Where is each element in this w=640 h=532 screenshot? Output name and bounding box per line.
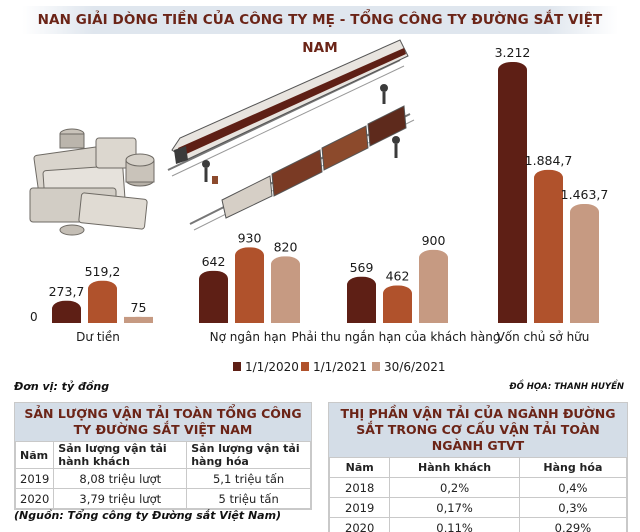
table-cell: 0,17% [389, 497, 520, 518]
data-label: 273,7 [49, 284, 85, 299]
bar-base [347, 313, 376, 323]
bar [271, 256, 300, 323]
bar-base [88, 313, 117, 323]
bar-base [52, 313, 81, 323]
bar-base [498, 313, 527, 323]
bar [498, 61, 527, 323]
data-label: 900 [422, 233, 446, 248]
bar [347, 276, 376, 323]
bar [88, 280, 117, 323]
legend-label: 1/1/2020 [245, 360, 299, 374]
data-label: 930 [238, 230, 262, 245]
bar [199, 270, 228, 323]
data-label: 519,2 [85, 264, 121, 279]
source-note: (Nguồn: Tổng công ty Đường sắt Việt Nam) [14, 509, 282, 522]
table-cell: 2019 [328, 497, 391, 518]
table-left-header-year: Năm [14, 441, 55, 469]
data-label: 3.212 [495, 45, 531, 60]
data-label: 75 [131, 300, 147, 315]
bar [419, 249, 448, 323]
legend-swatch [301, 362, 309, 371]
table-cell: 5 triệu tấn [186, 488, 311, 509]
table-row: 2019 8,08 triệu lượt 5,1 triệu tấn [14, 468, 311, 489]
market-share-table: THỊ PHẦN VẬN TẢI CỦA NGÀNH ĐƯỜNG SẮT TRO… [328, 402, 628, 532]
table-right-header-freight: Hàng hóa [518, 457, 628, 478]
graphic-credit: ĐỒ HỌA: THANH HUYỀN [509, 382, 624, 392]
unit-note: Đơn vị: tỷ đồng [14, 380, 110, 393]
bar [570, 204, 599, 323]
table-cell: 5,1 triệu tấn [186, 468, 311, 489]
data-label: 820 [274, 239, 298, 254]
table-right-header-year: Năm [328, 457, 391, 478]
table-right-header-passenger: Hành khách [389, 457, 520, 478]
table-right-title: THỊ PHẦN VẬN TẢI CỦA NGÀNH ĐƯỜNG SẮT TRO… [329, 403, 627, 457]
table-cell: 0,2% [389, 477, 520, 498]
bar-base [419, 313, 448, 323]
chart-title: NAN GIẢI DÒNG TIỀN CỦA CÔNG TY MẸ - TỔNG… [22, 6, 618, 56]
bar [235, 247, 264, 323]
table-cell: 0,29% [518, 517, 628, 532]
data-label: 1.884,7 [525, 153, 573, 168]
table-row: 2019 0,17% 0,3% [328, 497, 628, 518]
train-illustration [167, 39, 415, 231]
table-cell: 0,11% [389, 517, 520, 532]
legend-swatch [233, 362, 241, 371]
table-cell: 2020 [14, 488, 55, 509]
table-left-title: SẢN LƯỢNG VẬN TẢI TOÀN TỔNG CÔNG TY ĐƯỜN… [15, 403, 311, 441]
data-label: 642 [202, 254, 226, 269]
bar-base [235, 313, 264, 323]
bar-base [124, 316, 153, 323]
bar-base [271, 313, 300, 323]
table-cell: 0,3% [518, 497, 628, 518]
money-illustration [29, 128, 155, 236]
table-cell: 2020 [328, 517, 391, 532]
bar-base [383, 313, 412, 323]
bar-base [199, 313, 228, 323]
category-label: Phải thu ngắn hạn của khách hàng [292, 330, 501, 344]
table-row: 2018 0,2% 0,4% [328, 477, 628, 498]
table-left-header-freight: Sản lượng vận tải hàng hóa [186, 441, 311, 469]
category-label: Nợ ngân hạn [210, 330, 287, 344]
table-left-header-passenger: Sản lượng vận tải hành khách [53, 441, 188, 469]
table-row: 2020 0,11% 0,29% [328, 517, 628, 532]
table-cell: 2019 [14, 468, 55, 489]
bar-base [570, 313, 599, 323]
legend-swatch [372, 362, 380, 371]
category-label: Vốn chủ sở hữu [497, 330, 590, 344]
table-cell: 8,08 triệu lượt [53, 468, 188, 489]
data-label: 462 [386, 268, 410, 283]
category-label: Dư tiền [76, 330, 120, 344]
table-cell: 3,79 triệu lượt [53, 488, 188, 509]
legend-label: 1/1/2021 [313, 360, 367, 374]
bar-base [534, 313, 563, 323]
y-axis-zero-label: 0 [30, 310, 38, 324]
legend-label: 30/6/2021 [384, 360, 446, 374]
bar [534, 169, 563, 323]
table-cell: 0,4% [518, 477, 628, 498]
data-label: 569 [350, 260, 374, 275]
data-label: 1.463,7 [561, 187, 609, 202]
table-cell: 2018 [328, 477, 391, 498]
table-row: 2020 3,79 triệu lượt 5 triệu tấn [14, 488, 311, 509]
passenger-freight-table: SẢN LƯỢNG VẬN TẢI TOÀN TỔNG CÔNG TY ĐƯỜN… [14, 402, 312, 510]
